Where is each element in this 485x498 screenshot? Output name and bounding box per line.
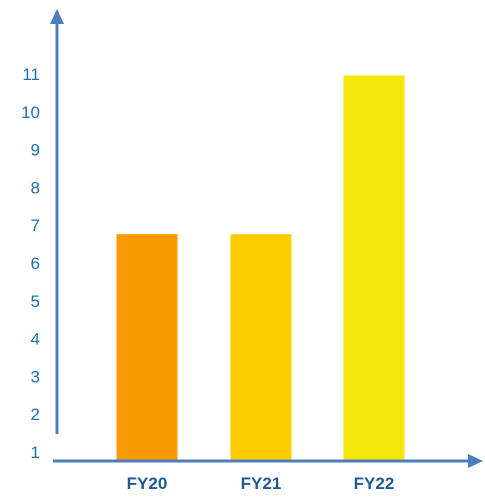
y-tick-label: 8 <box>31 178 40 197</box>
x-category-label: FY21 <box>241 474 282 493</box>
y-tick-label: 10 <box>21 103 40 122</box>
y-tick-label: 11 <box>22 65 40 84</box>
y-tick-label: 4 <box>31 330 40 349</box>
y-axis-tick-labels: 1 2 3 4 5 6 7 8 9 10 11 <box>21 65 40 462</box>
y-tick-label: 6 <box>31 254 40 273</box>
y-tick-label: 2 <box>31 405 40 424</box>
bar-fy21 <box>230 234 292 461</box>
x-category-label: FY20 <box>127 474 168 493</box>
y-tick-label: 7 <box>31 216 40 235</box>
x-axis-arrow-icon <box>468 454 483 468</box>
bar-fy20 <box>116 234 178 461</box>
y-axis-arrow-icon <box>50 9 64 24</box>
axes <box>50 9 483 468</box>
x-category-label: FY22 <box>354 474 395 493</box>
bars <box>116 75 405 461</box>
bar-fy22 <box>343 75 405 461</box>
x-axis-category-labels: FY20 FY21 FY22 <box>127 474 395 493</box>
y-tick-label: 5 <box>31 292 40 311</box>
y-tick-label: 9 <box>31 141 40 160</box>
y-tick-label: 3 <box>31 367 40 386</box>
y-tick-label: 1 <box>31 443 40 462</box>
